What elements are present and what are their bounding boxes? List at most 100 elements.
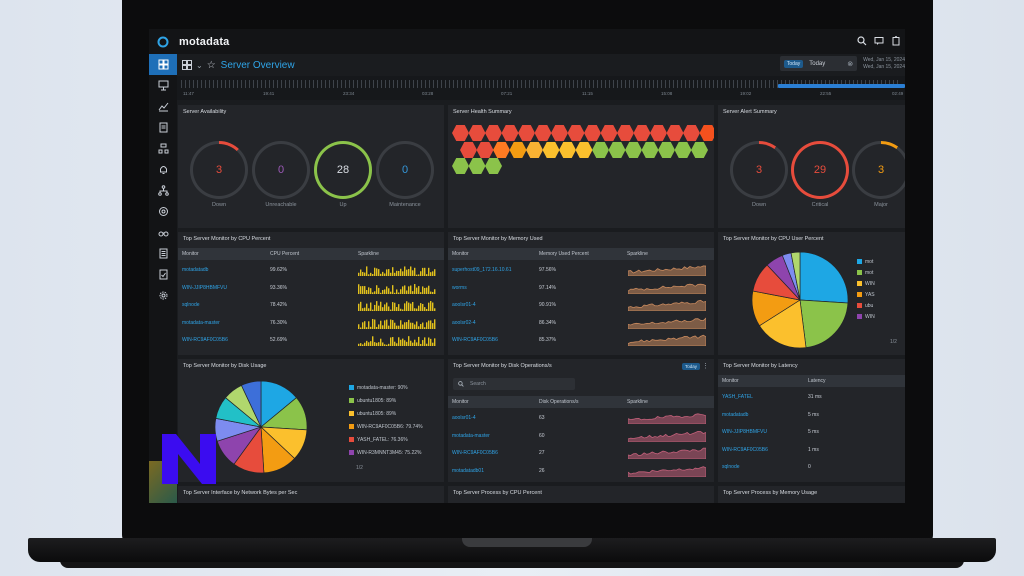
- health-hex[interactable]: [509, 142, 527, 158]
- timeline-selection[interactable]: [778, 84, 905, 88]
- health-hex[interactable]: [691, 142, 708, 158]
- clipboard-icon[interactable]: [890, 35, 901, 46]
- sidebar-item-reports[interactable]: [149, 243, 177, 264]
- table-row[interactable]: superhost09_172.16.10.61 97.56%: [448, 262, 714, 278]
- monitor-link[interactable]: motadatadb: [182, 267, 209, 273]
- sidebar-item-monitors[interactable]: [149, 75, 177, 96]
- legend-item[interactable]: WIN-R3MNNT3M45: 75.22%: [349, 446, 423, 459]
- table-row[interactable]: YASH_FATEL 31 ms: [718, 389, 905, 405]
- column-header[interactable]: Disk Operations/s: [539, 399, 579, 405]
- monitor-link[interactable]: WIN-RC9AF0C05B6: [182, 337, 228, 343]
- sidebar-item-audit[interactable]: [149, 264, 177, 285]
- column-header[interactable]: Monitor: [452, 399, 469, 405]
- sidebar-item-logs[interactable]: [149, 117, 177, 138]
- health-hex[interactable]: [600, 125, 618, 141]
- table-row[interactable]: WIN-JJIP8HBMFVU 93.36%: [178, 280, 444, 296]
- legend-item[interactable]: ubu: [857, 300, 875, 311]
- legend-pager[interactable]: 1/2: [890, 339, 897, 345]
- monitor-link[interactable]: superhost09_172.16.10.61: [452, 267, 512, 273]
- column-header[interactable]: Monitor: [722, 378, 739, 384]
- health-hex[interactable]: [468, 125, 486, 141]
- health-hex[interactable]: [542, 142, 560, 158]
- health-hex[interactable]: [617, 125, 634, 141]
- pie-slice[interactable]: [799, 299, 848, 348]
- status-ring[interactable]: 3 Down: [730, 141, 788, 215]
- legend-item[interactable]: ubuntu1805: 89%: [349, 407, 423, 420]
- monitor-link[interactable]: sqlnode: [182, 302, 200, 308]
- table-row[interactable]: sqlnode 0: [718, 459, 905, 475]
- search-icon[interactable]: [856, 35, 867, 46]
- health-hex[interactable]: [460, 142, 477, 158]
- health-hex[interactable]: [666, 125, 684, 141]
- column-header[interactable]: Sparkline: [627, 251, 648, 257]
- monitor-link[interactable]: WIN-RC9AF0C05B6: [452, 337, 498, 343]
- status-ring[interactable]: 0 Unreachable: [252, 141, 310, 215]
- pie-slice[interactable]: [790, 252, 801, 301]
- health-hex[interactable]: [559, 142, 576, 158]
- dashboard-grid-icon[interactable]: [182, 60, 192, 70]
- health-hex[interactable]: [493, 142, 510, 158]
- health-hex[interactable]: [518, 125, 535, 141]
- health-hex[interactable]: [551, 125, 568, 141]
- table-row[interactable]: aoolsr01-4 90.91%: [448, 297, 714, 313]
- column-header[interactable]: Latency: [808, 378, 826, 384]
- table-row[interactable]: WIN-RC9AF0C05B6 52.69%: [178, 332, 444, 348]
- legend-item[interactable]: mot: [857, 256, 875, 267]
- column-header[interactable]: Memory Used Percent: [539, 251, 589, 257]
- health-hex[interactable]: [452, 158, 469, 174]
- column-header[interactable]: Monitor: [182, 251, 199, 257]
- health-hex[interactable]: [625, 142, 642, 158]
- legend-item[interactable]: WIN: [857, 278, 875, 289]
- sidebar-item-explorer[interactable]: [149, 222, 177, 243]
- sidebar-item-apm[interactable]: [149, 201, 177, 222]
- legend-item[interactable]: ubuntu1805: 89%: [349, 394, 423, 407]
- table-row[interactable]: motadata-master 60: [448, 428, 714, 444]
- monitor-link[interactable]: aoolsr01-4: [452, 415, 476, 421]
- health-hex[interactable]: [534, 125, 552, 141]
- table-row[interactable]: motadatadb 5 ms: [718, 407, 905, 423]
- legend-pager[interactable]: 1/2: [356, 465, 363, 471]
- health-hex[interactable]: [674, 142, 692, 158]
- pie-slice[interactable]: [240, 381, 262, 428]
- status-ring[interactable]: 0 Maintenance: [376, 141, 434, 215]
- monitor-link[interactable]: aoolsr01-4: [452, 302, 476, 308]
- health-hex[interactable]: [584, 125, 601, 141]
- table-row[interactable]: aoolsr02-4 86.34%: [448, 315, 714, 331]
- column-header[interactable]: Sparkline: [627, 399, 648, 405]
- health-hex[interactable]: [567, 125, 585, 141]
- clear-icon[interactable]: ⊗: [847, 60, 854, 68]
- monitor-link[interactable]: motadatadb01: [452, 467, 484, 474]
- legend-item[interactable]: motadata-master: 90%: [349, 381, 423, 394]
- status-ring[interactable]: 29 Critical: [791, 141, 849, 215]
- monitor-link[interactable]: sqlnode: [722, 464, 740, 470]
- monitor-link[interactable]: worms: [452, 284, 467, 291]
- health-hex[interactable]: [485, 158, 502, 174]
- health-hex[interactable]: [485, 125, 502, 141]
- column-header[interactable]: Sparkline: [358, 251, 379, 257]
- legend-item[interactable]: WIN-RC9AF0C05B6: 79.74%: [349, 420, 423, 433]
- health-hex[interactable]: [650, 125, 667, 141]
- legend-item[interactable]: YASH_FATEL: 76.36%: [349, 433, 423, 446]
- health-hex[interactable]: [699, 125, 714, 141]
- sidebar-item-flows[interactable]: [149, 138, 177, 159]
- column-header[interactable]: Monitor: [452, 251, 469, 257]
- health-hex[interactable]: [608, 142, 626, 158]
- status-ring[interactable]: 3 Major: [852, 141, 905, 215]
- health-hex[interactable]: [526, 142, 543, 158]
- pie-slice[interactable]: [799, 252, 848, 304]
- time-range-select[interactable]: Today Today ⊗: [779, 56, 858, 71]
- table-row[interactable]: motadatadb01 26: [448, 463, 714, 479]
- table-row[interactable]: sqlnode 78.42%: [178, 297, 444, 313]
- sidebar-item-alerts[interactable]: [149, 159, 177, 180]
- sidebar-item-metrics[interactable]: [149, 96, 177, 117]
- monitor-link[interactable]: motadata-master: [452, 432, 490, 439]
- table-row[interactable]: WIN-JJIP8HBMFVU 5 ms: [718, 424, 905, 440]
- table-row[interactable]: motadata-master 76.30%: [178, 315, 444, 331]
- chevron-down-icon[interactable]: ⌄: [196, 60, 203, 70]
- table-row[interactable]: WIN-RC9AF0C05B6 1 ms: [718, 442, 905, 458]
- health-hex[interactable]: [501, 125, 519, 141]
- more-options-icon[interactable]: ⋮: [702, 363, 709, 370]
- timeline-slider[interactable]: 11:47 19:41 23:34 03:28 07:21 11:15 15:0…: [177, 76, 905, 100]
- status-ring[interactable]: 3 Down: [190, 141, 248, 215]
- health-hex[interactable]: [683, 125, 700, 141]
